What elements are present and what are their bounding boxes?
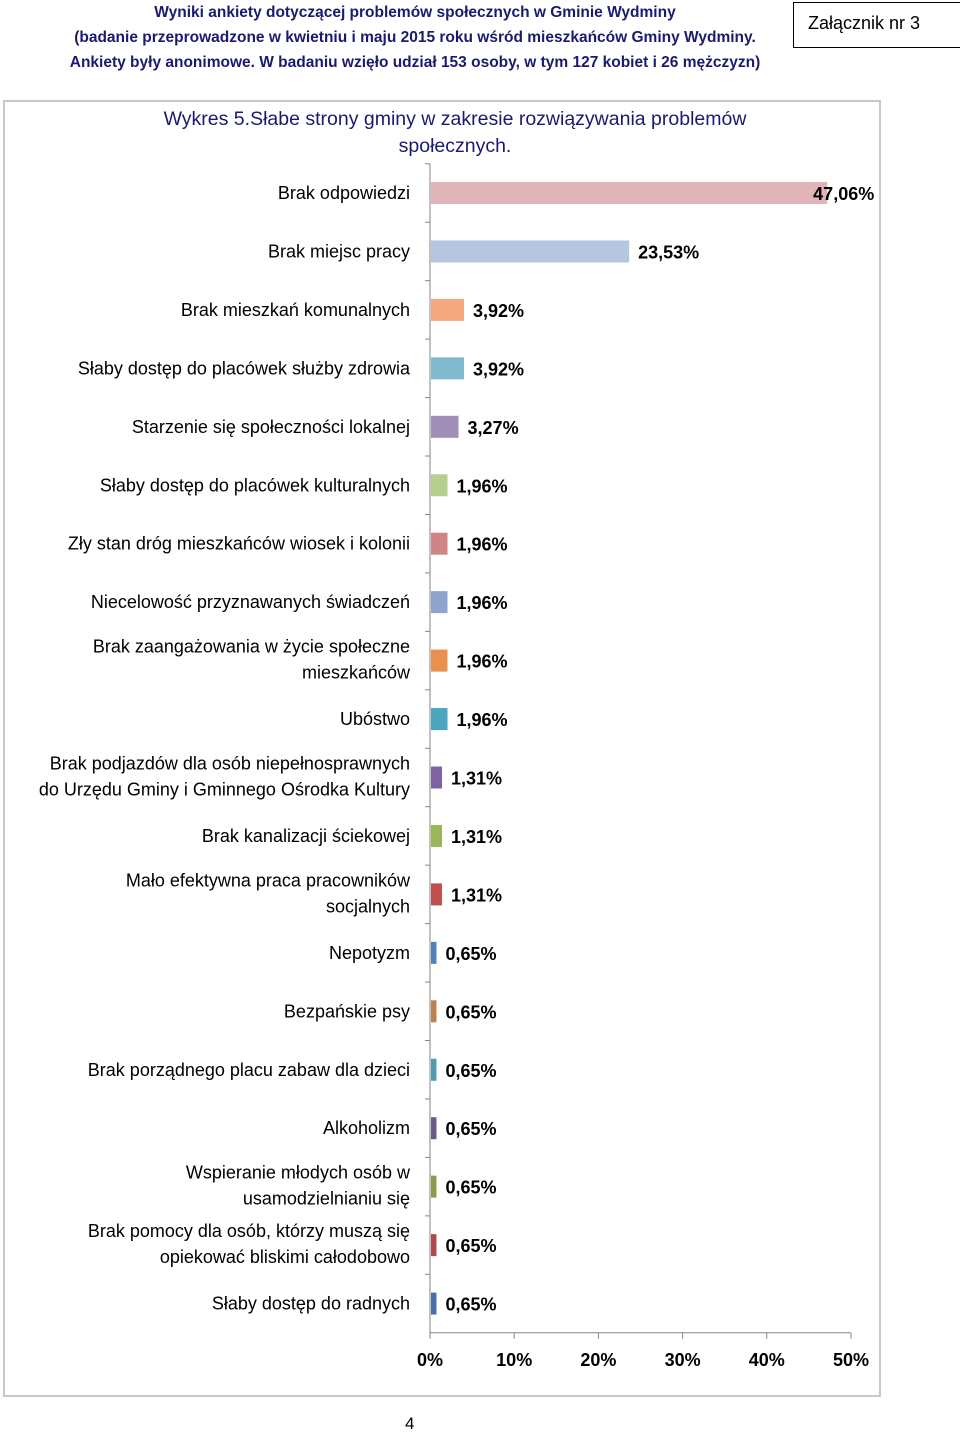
category-label: Brak pomocy dla osób, którzy muszą się	[88, 1221, 410, 1241]
data-label: 3,27%	[468, 418, 519, 438]
data-label: 0,65%	[445, 1061, 496, 1081]
data-label: 0,65%	[445, 1119, 496, 1139]
x-tick-label: 0%	[417, 1350, 443, 1370]
category-label: opiekować bliskimi całodobowo	[160, 1247, 410, 1267]
page-number: 4	[405, 1414, 415, 1433]
annex-label: Załącznik nr 3	[793, 2, 960, 48]
data-label: 47,06%	[813, 184, 874, 204]
data-label: 1,96%	[457, 593, 508, 613]
data-label: 1,31%	[451, 827, 502, 847]
data-label: 1,96%	[457, 652, 508, 672]
bar	[431, 591, 448, 614]
category-label: do Urzędu Gminy i Gminnego Ośrodka Kultu…	[39, 780, 410, 800]
bar	[431, 708, 448, 731]
bar	[431, 883, 443, 906]
bar	[431, 1058, 437, 1081]
category-label: Słaby dostęp do placówek służby zdrowia	[78, 358, 411, 378]
bar	[431, 415, 459, 438]
category-label: Brak porządnego placu zabaw dla dzieci	[88, 1060, 410, 1080]
data-label: 0,65%	[445, 1178, 496, 1198]
bar	[431, 649, 448, 672]
bar	[431, 298, 465, 321]
x-tick-label: 50%	[833, 1350, 869, 1370]
bar	[431, 474, 448, 497]
category-label: Brak mieszkań komunalnych	[181, 300, 410, 320]
x-tick-label: 10%	[496, 1350, 532, 1370]
data-label: 1,96%	[457, 535, 508, 555]
category-label: Brak kanalizacji ściekowej	[202, 826, 410, 846]
chart-title-line-2: społecznych.	[398, 135, 512, 157]
category-label: Nepotyzm	[329, 943, 410, 963]
category-label: Brak odpowiedzi	[278, 183, 410, 203]
category-label: Wspieranie młodych osób w	[186, 1163, 411, 1183]
bar	[431, 824, 443, 847]
data-label: 1,31%	[451, 769, 502, 789]
category-label: Starzenie się społeczności lokalnej	[132, 417, 410, 437]
category-label: Ubóstwo	[340, 709, 410, 729]
chart-title-line-1: Wykres 5.Słabe strony gminy w zakresie r…	[163, 108, 747, 130]
chart-title: Wykres 5.Słabe strony gminy w zakresie r…	[130, 106, 780, 160]
data-label: 0,65%	[445, 1236, 496, 1256]
x-tick-label: 20%	[580, 1350, 616, 1370]
header-line-3: Ankiety były anonimowe. W badaniu wzięło…	[69, 54, 761, 71]
category-label: Słaby dostęp do radnych	[212, 1294, 410, 1314]
data-label: 3,92%	[473, 359, 524, 379]
category-label: Słaby dostęp do placówek kulturalnych	[100, 475, 410, 495]
bar	[431, 357, 465, 380]
category-label: mieszkańców	[302, 663, 411, 683]
bar	[431, 1117, 437, 1140]
category-label: Brak miejsc pracy	[268, 241, 410, 261]
category-label: Zły stan dróg mieszkańców wiosek i kolon…	[68, 534, 410, 554]
data-label: 0,65%	[445, 944, 496, 964]
x-tick-label: 30%	[665, 1350, 701, 1370]
bar	[431, 941, 437, 964]
header-line-2: (badanie przeprowadzone w kwietniu i maj…	[74, 29, 756, 46]
x-tick-label: 40%	[749, 1350, 785, 1370]
data-label: 23,53%	[638, 242, 699, 262]
bar	[431, 182, 828, 204]
category-label: usamodzielnianiu się	[243, 1189, 410, 1209]
category-label: socjalnych	[326, 896, 410, 916]
bar	[431, 1292, 437, 1315]
data-label: 3,92%	[473, 301, 524, 321]
category-label: Alkoholizm	[323, 1118, 410, 1138]
chart-frame	[3, 100, 881, 1397]
category-label: Niecelowość przyznawanych świadczeń	[91, 592, 410, 612]
data-label: 1,31%	[451, 885, 502, 905]
category-label: Brak zaangażowania w życie społeczne	[93, 637, 410, 657]
document-header: Wyniki ankiety dotyczącej problemów społ…	[30, 0, 800, 75]
category-label: Mało efektywna praca pracowników	[126, 870, 411, 890]
data-label: 0,65%	[445, 1295, 496, 1315]
data-label: 0,65%	[445, 1002, 496, 1022]
bar	[431, 1000, 437, 1023]
data-label: 1,96%	[457, 476, 508, 496]
bar	[431, 240, 630, 263]
category-label: Brak podjazdów dla osób niepełnosprawnyc…	[50, 754, 410, 774]
data-label: 1,96%	[457, 710, 508, 730]
header-line-1: Wyniki ankiety dotyczącej problemów społ…	[154, 4, 676, 21]
category-label: Bezpańskie psy	[284, 1001, 410, 1021]
bar	[431, 766, 443, 789]
bar	[431, 532, 448, 555]
bar	[431, 1234, 437, 1257]
bar	[431, 1175, 437, 1198]
